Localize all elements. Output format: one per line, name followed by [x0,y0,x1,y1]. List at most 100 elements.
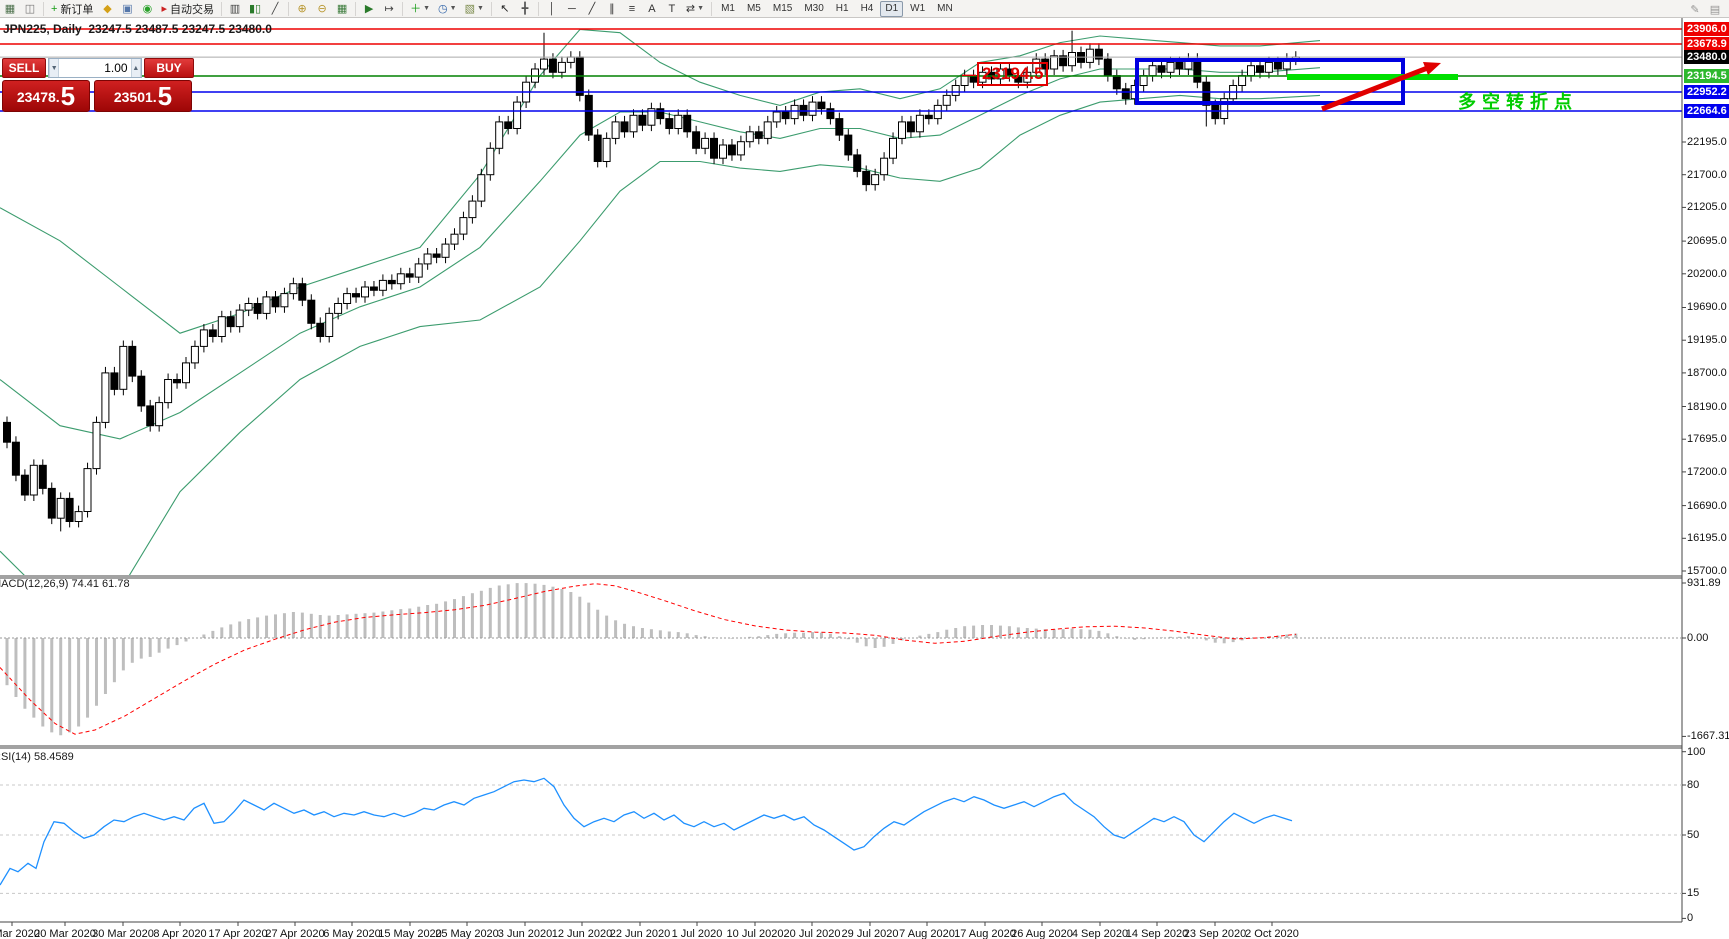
candlestick-icon: ▮▯ [248,2,262,15]
callout-tick: — [962,66,976,82]
rsi-scale-label: 80 [1687,779,1700,791]
toolbar-algo-trading-button[interactable]: ▸ 自动交易 [158,1,217,17]
support-highlight-bar[interactable] [1287,74,1458,80]
price-level-label: 23906.0 [1684,22,1729,36]
timeframe-button-D1[interactable]: D1 [880,0,904,17]
toolbar-vline-icon[interactable]: │ [543,1,561,17]
chevron-down-icon: ▼ [476,5,484,12]
level-callout[interactable]: — 23194.5 [962,62,1049,86]
main-chart-pane[interactable] [0,28,1682,611]
turning-point-note[interactable]: 多空转折点 [1458,92,1578,112]
price-tick-label: 16690.0 [1687,499,1727,512]
timeframe-button-MN[interactable]: MN [937,3,953,14]
macd-pane[interactable] [0,583,1682,736]
toolbar-pencil-icon[interactable]: ✎ [1690,3,1700,16]
toolbar-signals-icon[interactable]: ◉ [138,1,156,17]
volume-input[interactable] [59,59,131,77]
toolbar-new-chart-icon[interactable]: ▦ [1,1,19,17]
toolbar-candlestick-icon[interactable]: ▮▯ [246,1,264,17]
channel-icon: ∥ [609,2,615,15]
timeframe-button-H1[interactable]: H1 [835,3,849,14]
tile-windows-icon: ▦ [336,2,348,15]
algo-trading-button: ▸ [161,2,167,15]
date-label: 30 Mar 2020 [92,928,154,939]
trend-arrow[interactable] [1321,64,1431,112]
price-tick-label: 16195.0 [1687,532,1727,545]
text-icon: A [648,2,656,15]
toolbar-profiles-icon[interactable]: ◫ [21,1,39,17]
rsi-scale-label: 0 [1687,912,1694,925]
toolbar-arrows-icon[interactable]: ⇄ ▼ [683,1,707,17]
toolbar-new-order-button[interactable]: + 新订单 [48,1,96,17]
macd-indicator-label: MACD(12,26,9) 74.41 61.78 [0,578,130,590]
toolbar-separator [43,1,44,16]
date-label: 27 Apr 2020 [265,928,325,939]
toolbar-auto-scroll-icon[interactable]: ▶ [360,1,378,17]
volume-increase-button[interactable]: ▲ [130,59,141,77]
date-label: 20 Jul 2020 [783,928,841,939]
timeframe-button-M15[interactable]: M15 [772,3,793,14]
zoom-in-icon: ⊕ [297,2,307,15]
toolbar-channel-icon[interactable]: ∥ [603,1,621,17]
macd-scale-label: 0.00 [1687,632,1709,644]
toolbar-line-chart-icon[interactable]: ╱ [266,1,284,17]
timeframe-button-M30[interactable]: M30 [804,3,824,14]
chart-stage[interactable]: JPN225, Daily 23247.5 23487.5 23247.5 23… [0,18,1729,939]
timeframe-button-H4[interactable]: H4 [860,3,874,14]
macd-signal-line [0,583,1297,735]
buy-button[interactable]: BUY [144,58,194,78]
price-tick-label: 20695.0 [1687,235,1727,248]
date-label: 4 Sep 2020 [1071,928,1129,939]
ask-price-button[interactable]: 23501. 5 [94,80,192,112]
toolbar-tile-windows-icon[interactable]: ▦ [333,1,351,17]
macd-scale-label: -1667.31 [1687,730,1729,743]
new-order-button: + [51,2,58,15]
toolbar-market-watch-icon[interactable]: ▣ [118,1,136,17]
toolbar-zoom-in-icon[interactable]: ⊕ [293,1,311,17]
toolbar-cursor-icon[interactable]: ↖ [496,1,514,17]
sell-button[interactable]: SELL [2,58,46,78]
toolbar-panel-icon[interactable]: ▤ [1709,3,1721,16]
rsi-pane[interactable] [0,777,1682,894]
chart-graphics[interactable] [0,18,1729,939]
price-level-label: 23480.0 [1684,50,1729,65]
toolbar-label-icon[interactable]: T [663,1,681,17]
toolbar-chart-shift-icon[interactable]: ↦ [380,1,398,17]
timeframe-button-M1[interactable]: M1 [721,3,735,14]
toolbar-zoom-out-icon[interactable]: ⊖ [313,1,331,17]
toolbar-indicators-button[interactable]: ＋ ▼ [407,1,433,17]
timeframe-button-W1[interactable]: W1 [910,3,926,14]
ask-price-pip: 5 [157,81,173,111]
toolbar-fibonacci-icon[interactable]: ≡ [623,1,641,17]
price-level-label: 22664.6 [1684,103,1729,118]
toolbar-styler-icon[interactable]: ◆ [98,1,116,17]
toolbar-button-label: 自动交易 [169,3,214,16]
date-label: 2 Oct 2020 [1245,928,1299,939]
date-label: 3 Jun 2020 [497,928,553,939]
line-chart-icon: ╱ [271,2,279,15]
price-tick-label: 22195.0 [1687,136,1727,148]
price-tick-label: 20200.0 [1687,267,1727,280]
periods-button: ◷ [438,2,448,15]
toolbar-separator [490,1,492,16]
volume-decrease-button[interactable]: ▼ [49,59,60,77]
date-label: 14 Sep 2020 [1125,928,1189,939]
toolbar-text-icon[interactable]: A [643,1,661,17]
price-tick-label: 17200.0 [1687,465,1727,478]
toolbar-crosshair-icon[interactable]: ╋ [516,1,534,17]
toolbar-bar-chart-icon[interactable]: ▥ [226,1,244,17]
toolbar-hline-icon[interactable]: ─ [563,1,581,17]
hline-icon: ─ [568,2,576,15]
consolidation-rectangle[interactable] [1135,58,1405,105]
trendline-icon: ╱ [588,2,596,15]
label-icon: T [668,2,676,15]
bid-price-button[interactable]: 23478. 5 [2,80,90,112]
toolbar-trendline-icon[interactable]: ╱ [583,1,601,17]
date-label: 8 Apr 2020 [153,928,207,939]
toolbar-periods-button[interactable]: ◷ ▼ [435,1,460,17]
timeframe-button-M5[interactable]: M5 [746,3,761,14]
price-tick-label: 18700.0 [1687,366,1727,379]
toolbar-templates-button[interactable]: ▧ ▼ [462,1,487,17]
date-label: 17 Aug 2020 [954,928,1016,939]
